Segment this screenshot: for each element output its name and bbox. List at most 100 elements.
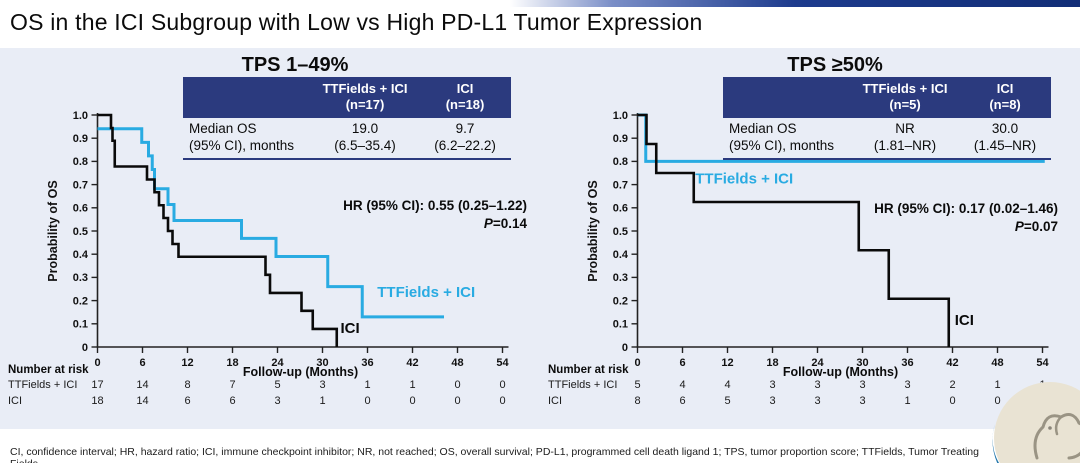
- svg-text:6: 6: [679, 357, 685, 369]
- km-plot: 1.0 0.9 0.8 0.7 0.6 0.5 0.4 0.3 0.2 0.1 00 6 12 18 24 3…: [586, 110, 1049, 369]
- risk-values-ttfields: 17 14 8 7 5 3 1 1 0 0: [75, 379, 525, 391]
- svg-text:0: 0: [622, 342, 628, 354]
- median-value-ttfields: NR (1.81–NR): [873, 120, 937, 153]
- svg-text:0.6: 0.6: [73, 203, 88, 215]
- risk-count: 3: [769, 395, 776, 407]
- risk-count: 3: [814, 379, 821, 391]
- number-at-risk-caption: Number at risk: [548, 364, 629, 376]
- svg-text:0.8: 0.8: [613, 156, 628, 168]
- svg-text:0.3: 0.3: [73, 272, 88, 284]
- risk-count: 0: [364, 395, 371, 407]
- risk-count: 1: [319, 395, 326, 407]
- risk-count: 3: [859, 379, 866, 391]
- svg-text:0.4: 0.4: [613, 249, 629, 261]
- svg-text:0.9: 0.9: [73, 133, 88, 145]
- risk-count: 2: [949, 379, 956, 391]
- median-value-ici: 9.7 (6.2–22.2): [434, 120, 496, 153]
- risk-count: 0: [454, 379, 461, 391]
- risk-count: 3: [769, 379, 776, 391]
- risk-count: 1: [994, 379, 1001, 391]
- svg-text:Probability of OS: Probability of OS: [46, 180, 60, 281]
- row-label: Median OS (95% CI), months: [729, 120, 835, 153]
- risk-count: 18: [91, 395, 104, 407]
- svg-text:0.9: 0.9: [613, 133, 628, 145]
- svg-text:Probability of OS: Probability of OS: [586, 180, 600, 281]
- col-header-ici: ICI (n=8): [989, 81, 1021, 112]
- risk-count: 3: [859, 395, 866, 407]
- svg-text:0: 0: [94, 357, 100, 369]
- x-axis-label: Follow-up (Months): [242, 365, 359, 379]
- median-value-ttfields: 19.0 (6.5–35.4): [334, 120, 396, 153]
- svg-text:0: 0: [634, 357, 640, 369]
- svg-text:0.8: 0.8: [73, 156, 88, 168]
- abbreviations-footnote: CI, confidence interval; HR, hazard rati…: [10, 446, 979, 463]
- risk-count: 1: [409, 379, 416, 391]
- chart-title: TPS ≥50%: [787, 54, 883, 76]
- col-header-ici: ICI (n=18): [445, 81, 485, 112]
- svg-text:1.0: 1.0: [73, 110, 88, 122]
- risk-count: 0: [949, 395, 956, 407]
- risk-count: 3: [274, 395, 281, 407]
- hr-annotation: HR (95% CI): 0.17 (0.02–1.46) P=0.07: [874, 201, 1058, 234]
- risk-count: 17: [91, 379, 104, 391]
- svg-text:12: 12: [181, 357, 193, 369]
- risk-count: 0: [994, 395, 1001, 407]
- svg-text:ICI: ICI: [955, 312, 974, 329]
- chart-title: TPS 1–49%: [241, 54, 349, 76]
- risk-count: 14: [136, 379, 149, 391]
- svg-text:30: 30: [316, 357, 328, 369]
- table-body-row: Median OS (95% CI), months NR (1.81–NR) …: [723, 118, 1051, 161]
- x-axis-label: Follow-up (Months): [782, 365, 899, 379]
- svg-text:18: 18: [766, 357, 778, 369]
- svg-text:0.3: 0.3: [613, 272, 628, 284]
- risk-count: 4: [679, 379, 686, 391]
- risk-count: 3: [814, 395, 821, 407]
- risk-count: 5: [634, 379, 641, 391]
- table-body-row: Median OS (95% CI), months 19.0 (6.5–35.…: [183, 118, 511, 161]
- risk-values-ici: 18 14 6 6 3 1 0 0 0 0: [75, 395, 525, 407]
- svg-text:48: 48: [451, 357, 463, 369]
- col-header-ttfields: TTFields + ICI (n=5): [862, 81, 948, 112]
- risk-row-label-ici: ICI: [548, 395, 563, 407]
- hr-annotation: HR (95% CI): 0.55 (0.25–1.22) P=0.14: [343, 198, 527, 231]
- svg-text:0.2: 0.2: [73, 295, 88, 307]
- col-header-ttfields: TTFields + ICI (n=17): [322, 81, 408, 112]
- top-accent-bar: [510, 0, 1080, 7]
- svg-text:TTFields + ICI: TTFields + ICI: [695, 170, 793, 187]
- km-plot: 1.0 0.9 0.8 0.7 0.6 0.5 0.4 0.3 0.2 0.1 00 6 12 18 24 3…: [46, 110, 509, 369]
- risk-count: 0: [499, 395, 506, 407]
- median-os-table: TTFields + ICI (n=5) ICI (n=8) Median OS…: [723, 77, 1051, 161]
- svg-text:36: 36: [901, 357, 913, 369]
- risk-count: 8: [184, 379, 191, 391]
- number-at-risk-caption: Number at risk: [8, 364, 89, 376]
- risk-row-label-ttfields: TTFields + ICI: [8, 379, 78, 391]
- risk-count: 1: [904, 395, 911, 407]
- svg-text:48: 48: [991, 357, 1003, 369]
- svg-text:0.7: 0.7: [613, 179, 628, 191]
- svg-text:0.4: 0.4: [73, 249, 89, 261]
- svg-text:0.2: 0.2: [613, 295, 628, 307]
- risk-count: 5: [724, 395, 731, 407]
- svg-text:0.1: 0.1: [73, 319, 88, 331]
- svg-text:6: 6: [139, 357, 145, 369]
- svg-text:54: 54: [1036, 357, 1049, 369]
- risk-count: 0: [454, 395, 461, 407]
- svg-text:12: 12: [721, 357, 733, 369]
- chart-group-tps-high: TPS ≥50% TTFields + ICI (n=5) ICI (n=8): [540, 48, 1080, 429]
- row-label: Median OS (95% CI), months: [189, 120, 295, 153]
- risk-count: 0: [409, 395, 416, 407]
- svg-text:0: 0: [82, 342, 88, 354]
- svg-text:54: 54: [496, 357, 509, 369]
- svg-text:30: 30: [856, 357, 868, 369]
- risk-count: 4: [724, 379, 731, 391]
- table-header-row: TTFields + ICI (n=5) ICI (n=8): [723, 77, 1051, 118]
- risk-count: 5: [274, 379, 281, 391]
- risk-count: 6: [679, 395, 686, 407]
- svg-text:24: 24: [811, 357, 824, 369]
- median-value-ici: 30.0 (1.45–NR): [973, 120, 1037, 153]
- svg-text:0.5: 0.5: [613, 226, 628, 238]
- chart-group-tps-low: TPS 1–49% TTFields + ICI (n=17) ICI (n=1…: [0, 48, 540, 429]
- median-os-table: TTFields + ICI (n=17) ICI (n=18) Median …: [183, 77, 511, 161]
- risk-row-label-ici: ICI: [8, 395, 23, 407]
- svg-text:42: 42: [946, 357, 958, 369]
